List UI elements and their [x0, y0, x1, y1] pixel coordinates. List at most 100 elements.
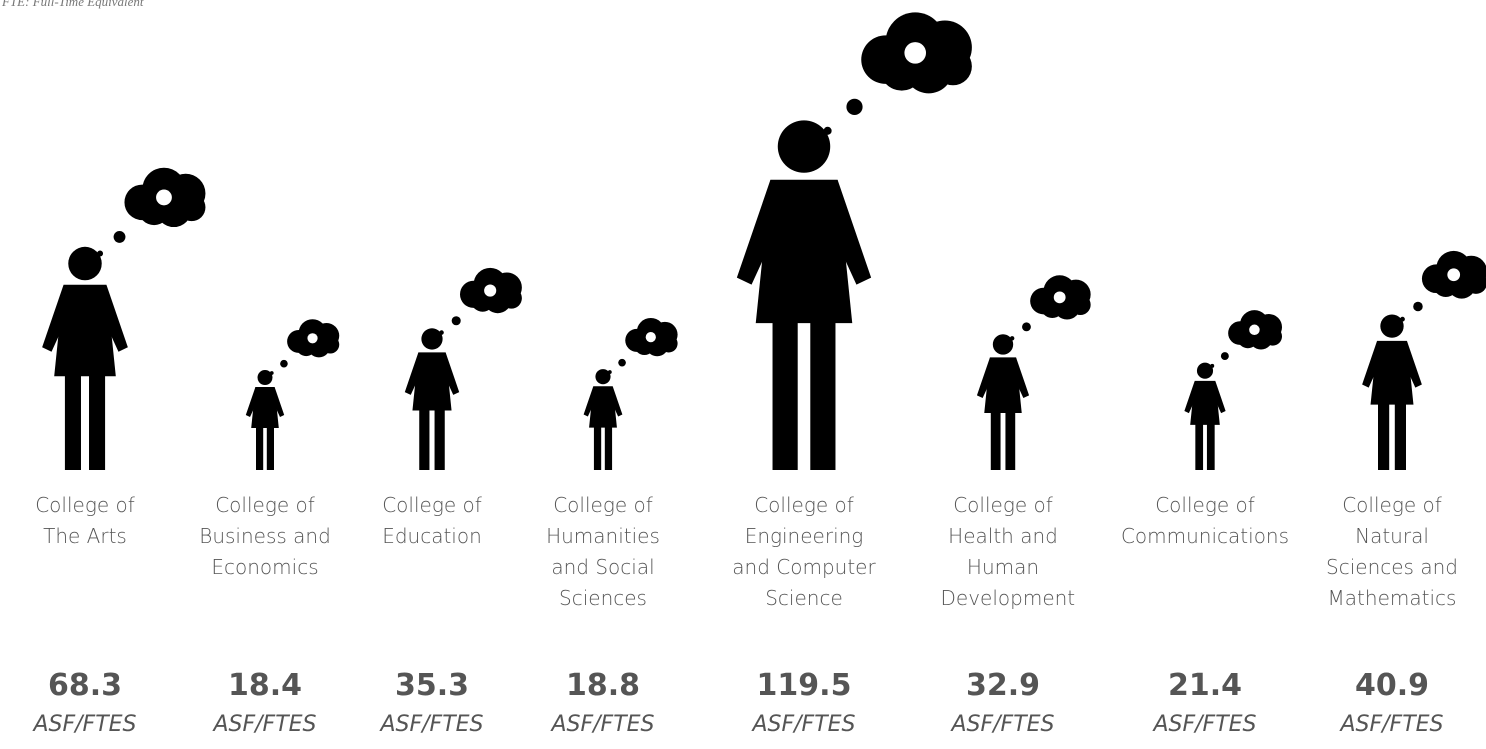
leg-left	[64, 374, 81, 470]
unit-label: ASF/FTES	[380, 712, 484, 737]
unit-label: ASF/FTES	[951, 712, 1055, 737]
thought-bubble	[607, 317, 678, 375]
leg-right	[434, 408, 445, 470]
value-label: 18.8	[565, 668, 641, 703]
head	[421, 328, 443, 350]
arm-right	[442, 352, 460, 395]
category-label: College of Natural Sciences and Mathemat…	[1326, 493, 1458, 610]
bubble-dot	[1022, 322, 1031, 332]
thought-bubble	[1009, 275, 1091, 341]
arm-right	[1212, 380, 1226, 414]
head	[257, 370, 273, 386]
thought-bubble	[1210, 310, 1283, 368]
leg-right	[1394, 402, 1406, 470]
cloud-part	[321, 335, 340, 354]
unit-label: ASF/FTES	[33, 712, 137, 737]
value-label: 21.4	[1167, 668, 1243, 703]
value-label: 35.3	[394, 668, 470, 703]
body	[1370, 340, 1414, 405]
body	[1190, 380, 1220, 425]
cloud-part	[934, 47, 972, 86]
thought-bubble	[97, 167, 206, 257]
body	[984, 357, 1022, 413]
arm-right	[101, 284, 128, 352]
cloud-part	[659, 334, 678, 353]
leg-left	[990, 410, 1001, 470]
arm-right	[1012, 357, 1030, 399]
person-figure	[245, 370, 285, 470]
cloud-icon	[645, 332, 656, 343]
bubble-dot	[1400, 316, 1405, 322]
bubble-dot	[1220, 352, 1229, 361]
bubble-dot	[618, 358, 626, 367]
body	[54, 284, 116, 377]
arm-left	[1362, 340, 1381, 388]
arm-left	[404, 352, 422, 395]
leg-right	[89, 374, 106, 470]
person-figure	[1184, 362, 1226, 470]
value-label: 68.3	[47, 668, 123, 703]
category-label: College of Communications	[1120, 493, 1290, 548]
bubble-dot	[1413, 301, 1423, 312]
bubble-dot	[846, 98, 863, 115]
leg-left	[1195, 422, 1204, 470]
bubble-dot	[280, 359, 288, 368]
leg-left	[419, 408, 430, 470]
cloud-part	[177, 193, 206, 222]
thought-bubble	[1400, 250, 1486, 322]
arm-left	[583, 386, 596, 417]
unit-label: ASF/FTES	[1340, 712, 1444, 737]
bubble-dot	[439, 330, 444, 335]
head	[595, 369, 611, 385]
bubble-dot	[113, 230, 126, 243]
value-label: 119.5	[756, 668, 852, 703]
person-figure	[1362, 314, 1422, 470]
head	[1196, 362, 1214, 379]
bubble-dot	[269, 371, 274, 375]
value-label: 32.9	[965, 668, 1041, 703]
person-figure	[976, 334, 1030, 470]
person-figure	[42, 246, 128, 470]
category-label: College of Engineering and Computer Scie…	[732, 493, 876, 610]
bubble-dot	[607, 370, 612, 375]
arm-left	[736, 179, 779, 285]
category-label: College of The Arts	[35, 493, 135, 548]
thought-bubble	[439, 267, 522, 335]
cloud-part	[1070, 294, 1091, 316]
cloud-icon	[904, 42, 927, 64]
cloud-icon	[1053, 291, 1066, 304]
unit-label: ASF/FTES	[213, 712, 317, 737]
body	[251, 387, 279, 429]
leg-right	[1206, 422, 1215, 470]
leg-right	[1005, 410, 1016, 470]
bubble-dot	[1009, 336, 1015, 341]
bubble-dot	[1210, 363, 1215, 368]
value-label: 40.9	[1354, 668, 1430, 703]
leg-right	[604, 425, 613, 470]
arm-left	[1184, 380, 1198, 414]
thought-bubble	[269, 319, 340, 375]
arm-left	[976, 357, 994, 399]
leg-left	[772, 321, 798, 470]
thought-bubble	[823, 12, 972, 135]
arm-right	[829, 179, 872, 285]
head	[68, 246, 102, 281]
person-figure	[583, 369, 623, 470]
body	[589, 386, 617, 428]
unit-label: ASF/FTES	[1153, 712, 1257, 737]
body	[412, 352, 452, 411]
cloud-part	[500, 287, 522, 309]
cloud-icon	[1447, 268, 1461, 282]
arm-right	[610, 386, 623, 417]
bubble-dot	[451, 316, 461, 326]
leg-left	[256, 426, 264, 470]
cloud-icon	[1249, 324, 1260, 336]
note: FTE: Full-Time Equivalent	[2, 0, 144, 9]
leg-left	[593, 425, 602, 470]
head	[1380, 314, 1404, 338]
arm-left	[42, 284, 69, 352]
leg-right	[266, 426, 274, 470]
cloud-part	[1263, 327, 1283, 346]
